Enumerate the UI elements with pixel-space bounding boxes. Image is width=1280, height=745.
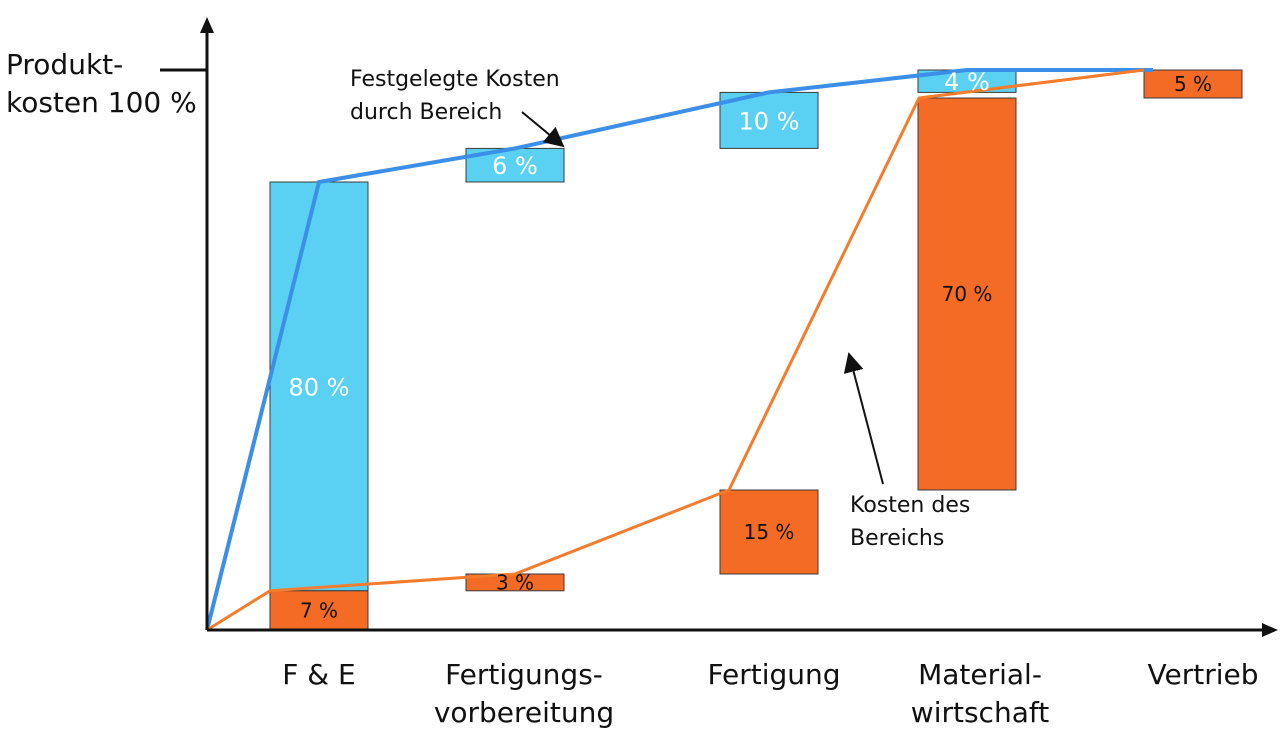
orange-bar-label: 7 % [300,598,338,622]
x-tick-label: Material- [918,658,1042,691]
y-axis-label-line: Produkt- [6,48,123,81]
x-tick-label: F & E [282,658,355,691]
blue-cumulative-line [205,68,1153,631]
orange-bar-label: 15 % [744,520,795,544]
orange-bar-label: 3 % [496,570,534,594]
x-tick-label: Fertigungs- [445,658,603,691]
annotation-arrow-incurred [843,352,884,485]
orange-bar-label: 5 % [1174,72,1212,96]
orange-bar [1143,69,1243,99]
annotation-incurred-costs: Kosten des [850,493,970,518]
x-tick-label: Fertigung [707,658,840,691]
x-tick-label: vorbereitung [434,696,614,729]
orange-bar-label: 70 % [942,282,993,306]
blue-bar-label: 10 % [739,107,800,135]
blue-bar-label: 80 % [289,373,350,401]
orange-bar [719,489,819,575]
orange-bar [917,97,1017,491]
annotation-arrow-fixed [521,111,565,148]
blue-bar-label: 6 % [492,152,538,180]
orange-cumulative-line [206,68,1145,632]
blue-bar-label: 4 % [944,68,990,96]
blue-bar [269,181,369,592]
y-axis-label-line: kosten 100 % [6,86,197,119]
x-tick-label: wirtschaft [911,696,1049,729]
y-axis-arrow [200,17,214,33]
annotation-fixed-costs: Festgelegte Kosten [350,67,560,92]
x-tick-label: Vertrieb [1148,658,1259,691]
x-axis-arrow [1262,623,1278,637]
annotation-incurred-costs: Bereichs [850,526,944,551]
annotation-fixed-costs: durch Bereich [350,100,502,125]
